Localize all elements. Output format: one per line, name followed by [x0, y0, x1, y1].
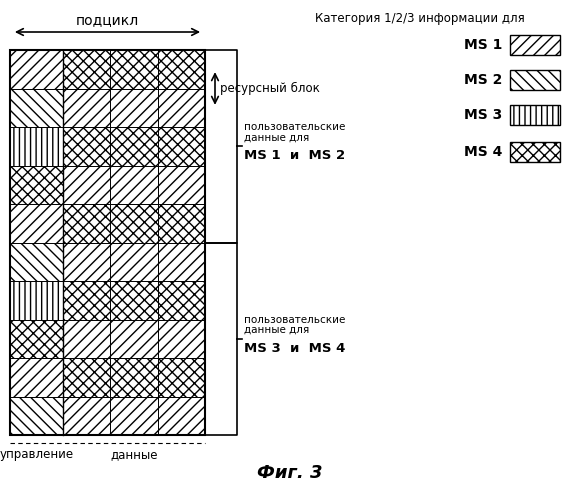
Bar: [158, 50, 205, 88]
Bar: [63, 281, 110, 320]
Bar: [510, 35, 560, 55]
Bar: [158, 358, 205, 397]
Bar: [10, 358, 63, 397]
Bar: [10, 396, 63, 435]
Bar: [10, 204, 63, 242]
Bar: [110, 396, 158, 435]
Text: пользовательские: пользовательские: [244, 122, 346, 132]
Bar: [63, 127, 110, 166]
Text: данные для: данные для: [244, 132, 309, 142]
Bar: [110, 281, 158, 320]
Bar: [10, 50, 205, 435]
Bar: [63, 358, 110, 397]
Bar: [63, 242, 110, 281]
Bar: [10, 88, 63, 127]
Bar: [63, 166, 110, 204]
Bar: [110, 358, 158, 397]
Bar: [158, 204, 205, 242]
Text: MS 3  и  MS 4: MS 3 и MS 4: [244, 342, 346, 355]
Bar: [110, 127, 158, 166]
Text: управление: управление: [0, 448, 73, 461]
Text: MS 4: MS 4: [464, 145, 502, 159]
Bar: [158, 320, 205, 358]
Text: данные: данные: [110, 448, 158, 461]
Text: MS 1  и  MS 2: MS 1 и MS 2: [244, 149, 345, 162]
Bar: [110, 166, 158, 204]
Bar: [10, 50, 63, 88]
Bar: [510, 142, 560, 162]
Bar: [158, 281, 205, 320]
Bar: [63, 320, 110, 358]
Text: пользовательские: пользовательские: [244, 315, 346, 325]
Text: MS 2: MS 2: [464, 73, 502, 87]
Bar: [158, 242, 205, 281]
Bar: [110, 88, 158, 127]
Bar: [63, 204, 110, 242]
Text: ресурсный блок: ресурсный блок: [220, 82, 320, 95]
Bar: [158, 127, 205, 166]
Bar: [110, 204, 158, 242]
Bar: [10, 127, 63, 166]
Bar: [510, 70, 560, 90]
Text: данные для: данные для: [244, 325, 309, 335]
Bar: [10, 242, 63, 281]
Bar: [110, 320, 158, 358]
Text: Фиг. 3: Фиг. 3: [257, 464, 323, 482]
Bar: [158, 88, 205, 127]
Bar: [510, 105, 560, 125]
Bar: [110, 50, 158, 88]
Bar: [10, 320, 63, 358]
Text: MS 3: MS 3: [464, 108, 502, 122]
Bar: [63, 88, 110, 127]
Bar: [63, 396, 110, 435]
Bar: [158, 396, 205, 435]
Text: подцикл: подцикл: [76, 13, 139, 27]
Bar: [63, 50, 110, 88]
Text: MS 1: MS 1: [464, 38, 502, 52]
Bar: [10, 166, 63, 204]
Text: Категория 1/2/3 информации для: Категория 1/2/3 информации для: [315, 12, 525, 25]
Bar: [158, 166, 205, 204]
Bar: [110, 242, 158, 281]
Bar: [10, 281, 63, 320]
